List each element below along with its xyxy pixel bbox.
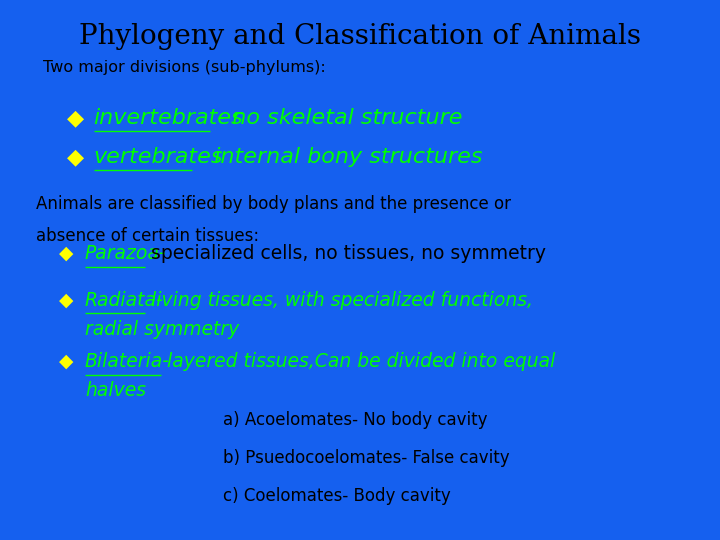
- Text: Two major divisions (sub-phylums):: Two major divisions (sub-phylums):: [43, 60, 326, 76]
- Text: ◆: ◆: [59, 291, 73, 309]
- Text: Animals are classified by body plans and the presence or: Animals are classified by body plans and…: [36, 195, 511, 213]
- Text: c) Coelomates- Body cavity: c) Coelomates- Body cavity: [223, 487, 451, 505]
- Text: Parazoa-: Parazoa-: [85, 244, 166, 263]
- Text: ◆: ◆: [67, 108, 84, 128]
- Text: invertebrates: invertebrates: [94, 108, 243, 128]
- Text: Radiata-: Radiata-: [85, 291, 163, 309]
- Text: vertebrates: vertebrates: [94, 147, 223, 167]
- Text: halves: halves: [85, 381, 146, 400]
- Text: a) Acoelomates- No body cavity: a) Acoelomates- No body cavity: [223, 411, 487, 429]
- Text: ◆: ◆: [59, 352, 73, 371]
- Text: layered tissues,Can be divided into equal: layered tissues,Can be divided into equa…: [161, 352, 555, 371]
- Text: specialized cells, no tissues, no symmetry: specialized cells, no tissues, no symmet…: [145, 244, 546, 263]
- Text: - no skeletal structure: - no skeletal structure: [210, 108, 462, 128]
- Text: absence of certain tissues:: absence of certain tissues:: [36, 227, 259, 245]
- Text: - internal bony structures: - internal bony structures: [192, 147, 482, 167]
- Text: Bilateria-: Bilateria-: [85, 352, 170, 371]
- Text: radial symmetry: radial symmetry: [85, 320, 239, 339]
- Text: living tissues, with specialized functions,: living tissues, with specialized functio…: [145, 291, 534, 309]
- Text: Phylogeny and Classification of Animals: Phylogeny and Classification of Animals: [79, 23, 641, 50]
- Text: ◆: ◆: [67, 147, 84, 167]
- Text: b) Psuedocoelomates- False cavity: b) Psuedocoelomates- False cavity: [223, 449, 510, 467]
- Text: ◆: ◆: [59, 244, 73, 263]
